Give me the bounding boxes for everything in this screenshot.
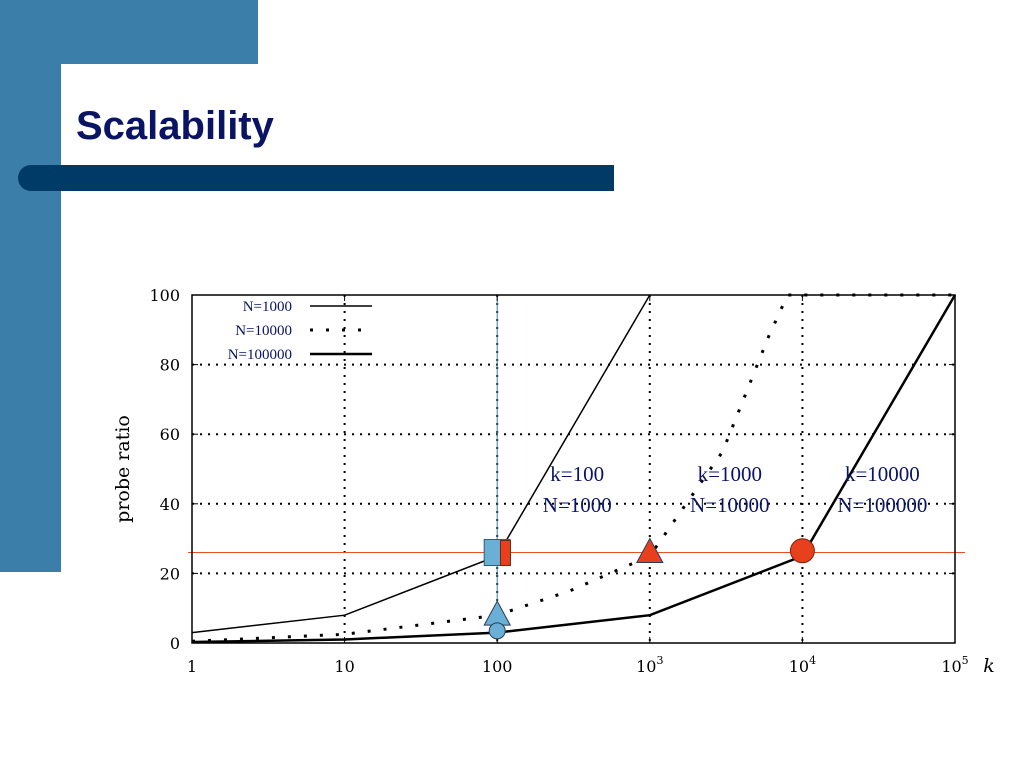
legend-label: N=1000: [243, 299, 292, 315]
chart-series: [191, 293, 957, 644]
title-underline-bar: [18, 165, 614, 191]
x-axis-label: k: [983, 655, 995, 677]
y-axis-label: probe ratio: [112, 415, 134, 523]
series-line-n-100000: [191, 294, 957, 644]
annotation-n: N=10000: [690, 493, 770, 517]
y-tick-label: 100: [149, 286, 180, 305]
plot-frame: [191, 294, 956, 644]
axis-ticks: 0 20 40 60 80 100 1 10 100 103 104 105: [149, 286, 968, 676]
bar-marker: [499, 540, 511, 567]
reference-lines: [188, 295, 965, 643]
triangle-marker: [635, 537, 664, 564]
y-tick-label: 40: [160, 495, 180, 514]
y-tick-label: 20: [160, 564, 180, 583]
x-tick-label: 103: [636, 654, 663, 676]
annotation-n: N=100000: [837, 493, 927, 517]
slide-title: Scalability: [76, 104, 274, 148]
y-tick-label: 0: [170, 634, 180, 653]
small-circle-marker: [488, 622, 506, 640]
annotation-n: N=1000: [543, 493, 612, 517]
series-line-n-1000: [191, 294, 651, 634]
annotation-k: k=100: [550, 462, 604, 486]
y-tick-label: 80: [160, 356, 180, 375]
x-tick-label: 1: [187, 657, 197, 676]
annotation-k: k=1000: [698, 462, 762, 486]
x-tick-label: 105: [941, 654, 968, 676]
x-tick-label: 10: [334, 657, 354, 676]
y-tick-label: 60: [160, 425, 180, 444]
chart-annotations: k=100 N=1000 k=1000 N=10000 k=10000 N=100000: [543, 462, 928, 517]
triangle-marker: [483, 600, 512, 626]
chart-markers: [483, 537, 815, 640]
x-tick-label: 100: [482, 657, 513, 676]
x-tick-label: 104: [789, 654, 816, 676]
annotation-k: k=10000: [845, 462, 920, 486]
slide-accent-left: [0, 0, 61, 572]
legend-label: N=10000: [235, 323, 292, 339]
slide-accent-top: [0, 0, 258, 64]
circle-marker: [789, 538, 815, 564]
chart-legend: N=1000 N=10000 N=100000: [228, 299, 372, 363]
legend-label: N=100000: [228, 347, 292, 363]
